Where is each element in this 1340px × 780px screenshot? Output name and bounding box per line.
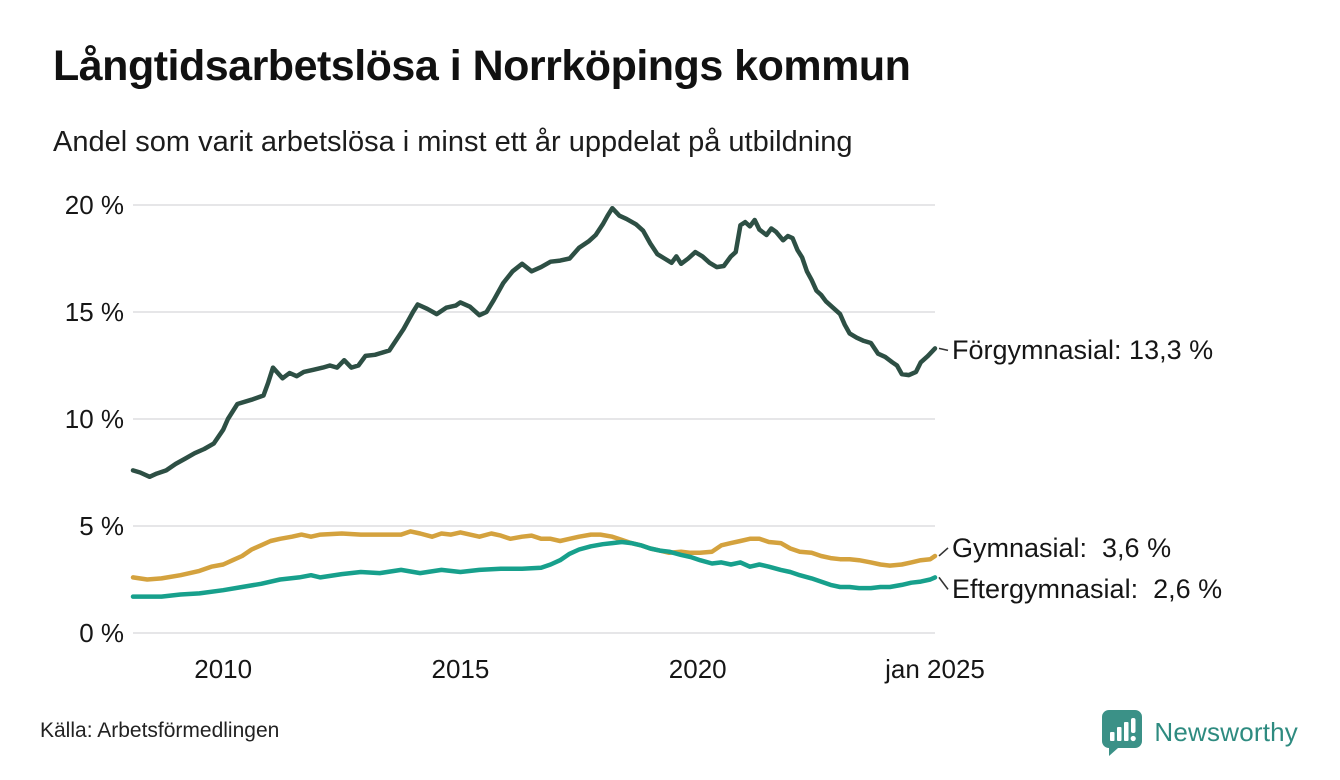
y-axis-tick: 15 % <box>64 297 124 327</box>
newsworthy-logo: Newsworthy <box>1100 708 1298 756</box>
newsworthy-logo-icon <box>1102 710 1143 756</box>
x-axis-tick: 2015 <box>431 654 490 684</box>
y-axis-tick: 0 % <box>79 618 124 648</box>
series-label-forgymnasial: Förgymnasial: 13,3 % <box>952 335 1214 366</box>
x-axis-tick: 2010 <box>194 654 253 684</box>
y-axis-tick: 20 % <box>64 190 124 220</box>
y-axis-tick: 10 % <box>64 404 124 434</box>
y-axis-tick: 5 % <box>79 511 124 541</box>
x-axis-tick: 2020 <box>668 654 727 684</box>
series-label-eftergymnasial: Eftergymnasial: 2,6 % <box>952 574 1223 605</box>
chart-subtitle: Andel som varit arbetslösa i minst ett å… <box>53 126 853 158</box>
source-note: Källa: Arbetsförmedlingen <box>40 719 280 742</box>
series-label-gymnasial: Gymnasial: 3,6 % <box>952 532 1172 563</box>
newsworthy-logo-text: Newsworthy <box>1154 716 1298 747</box>
x-axis-tick: jan 2025 <box>885 654 985 684</box>
page-title: Långtidsarbetslösa i Norrköpings kommun <box>53 42 911 90</box>
